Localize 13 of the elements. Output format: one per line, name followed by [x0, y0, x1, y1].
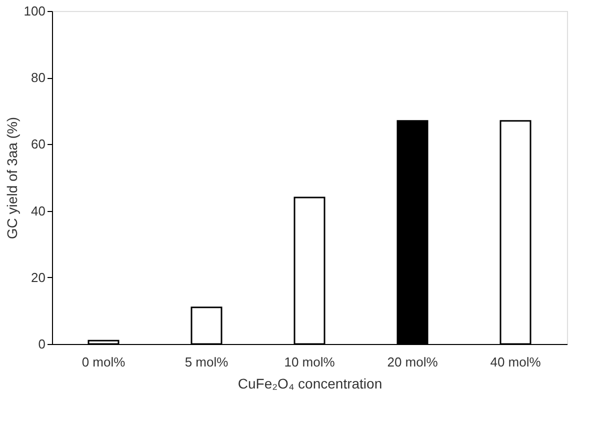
- y-tick-label: 0: [38, 336, 46, 352]
- y-tick-label: 20: [31, 270, 46, 285]
- x-tick-label: 10 mol%: [284, 354, 336, 370]
- y-tick-label: 40: [31, 203, 46, 218]
- y-tick-label: 60: [31, 136, 46, 152]
- y-tick-label: 100: [24, 4, 46, 18]
- x-axis-title: CuFe₂O₄ concentration: [238, 376, 382, 392]
- x-tick-label: 0 mol%: [82, 354, 126, 370]
- y-tick-label: 80: [31, 70, 46, 86]
- x-tick-label: 5 mol%: [184, 354, 229, 370]
- y-axis-title: GC yield of 3aa (%): [4, 116, 20, 240]
- x-tick-label: 40 mol%: [490, 354, 542, 370]
- x-tick-label: 20 mol%: [387, 354, 438, 370]
